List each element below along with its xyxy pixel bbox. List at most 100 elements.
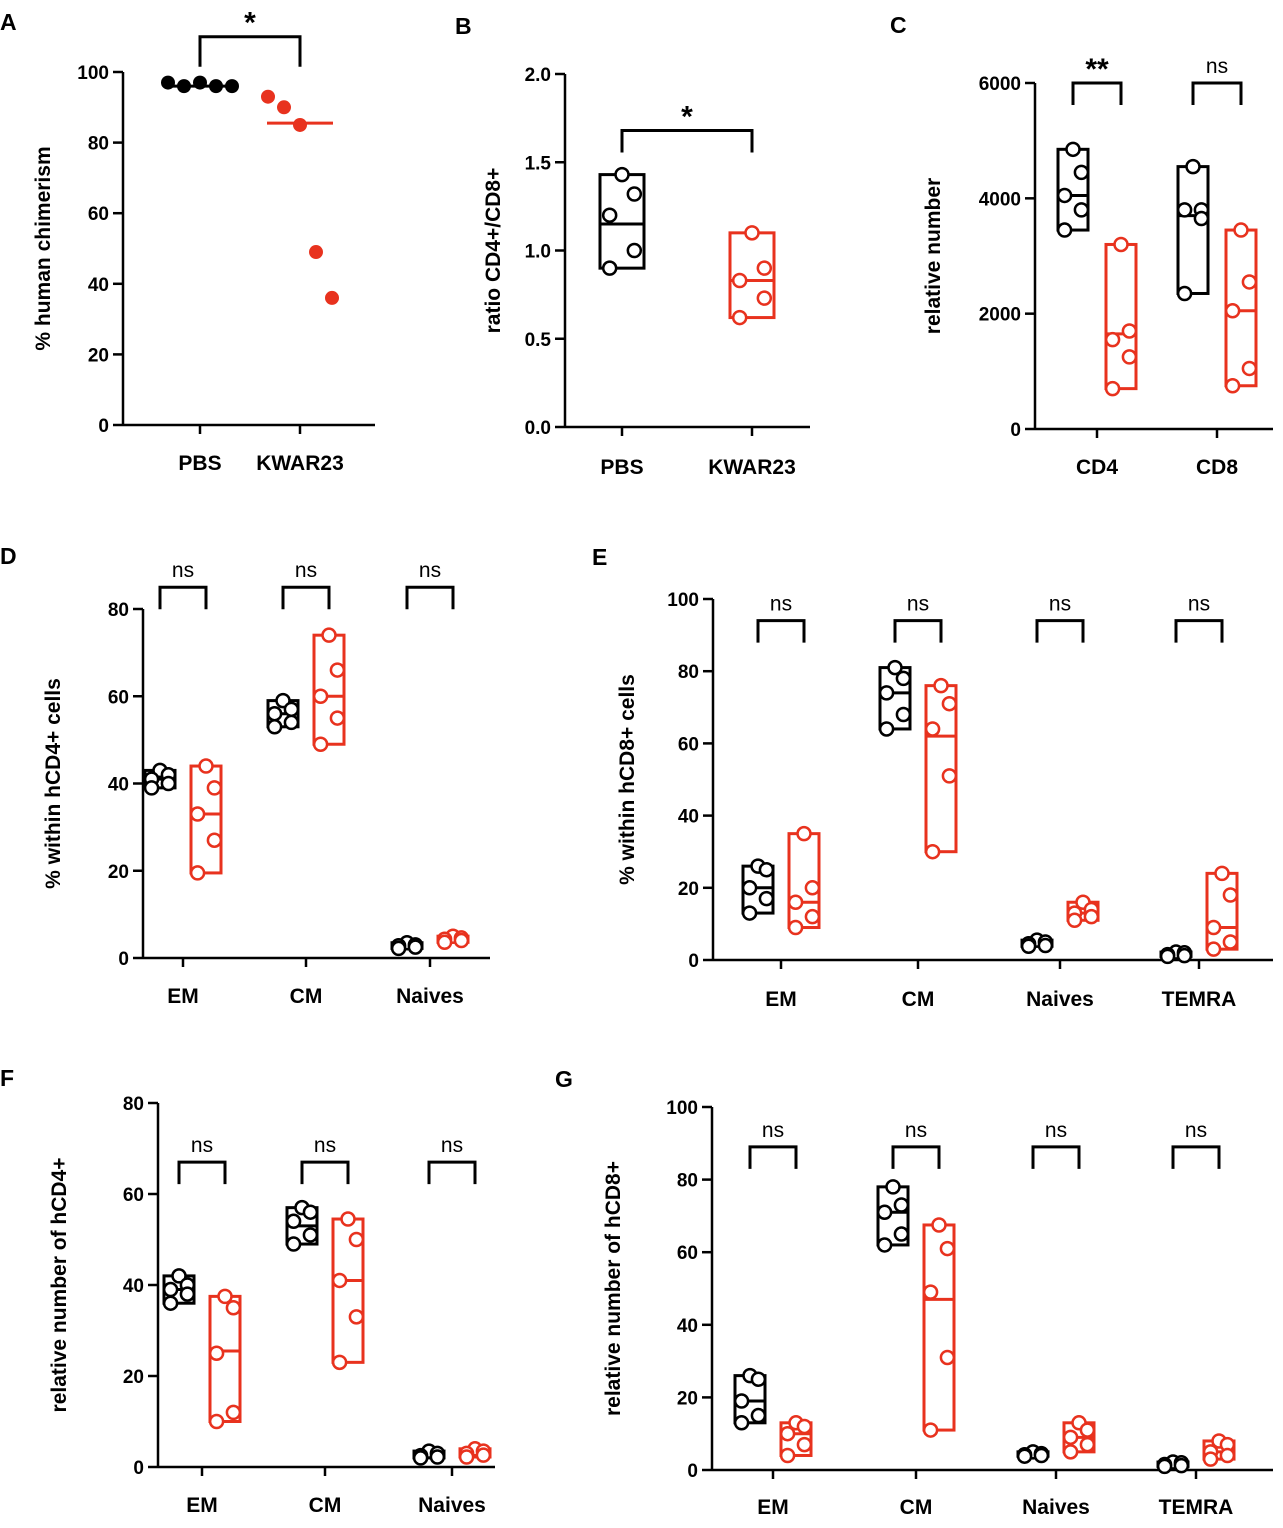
data-point	[475, 1447, 492, 1463]
significance-bracket	[748, 1145, 798, 1169]
data-point	[261, 89, 275, 104]
significance-label: ns	[770, 593, 792, 616]
data-point	[1205, 919, 1222, 936]
significance-bracket	[405, 585, 455, 610]
significance-label: ns	[191, 1134, 213, 1157]
data-point	[741, 905, 758, 921]
x-tick-label: EM	[186, 1494, 218, 1517]
data-point	[741, 880, 758, 896]
data-point	[348, 1309, 365, 1325]
significance-label: ns	[1188, 593, 1210, 616]
significance-label: **	[1085, 53, 1109, 86]
data-point	[302, 1227, 319, 1243]
significance-bracket	[281, 585, 331, 610]
x-tick-label: CM	[309, 1494, 342, 1517]
y-tick-label: 80	[677, 1171, 698, 1192]
y-tick-label: 0.0	[525, 418, 551, 439]
panel-e: E 0 20 40 60 80 100 EM CM Naives TEMRA % within hCD…	[592, 544, 1273, 1011]
data-point	[331, 1272, 348, 1289]
data-point	[162, 1281, 179, 1298]
panel-label: E	[592, 544, 607, 570]
x-tick-label: CM	[290, 985, 323, 1008]
data-point	[1062, 1429, 1079, 1446]
data-point	[407, 939, 424, 955]
x-tick-label: PBS	[178, 452, 221, 475]
data-point	[277, 100, 291, 115]
data-point	[293, 117, 307, 132]
x-tick-label: Naives	[418, 1494, 486, 1517]
data-point	[312, 736, 329, 752]
panel-g: G 0 20 40 60 80 100 EM CM Naives TEMRA relative num…	[555, 1066, 1273, 1519]
data-point	[329, 710, 346, 726]
data-point	[1241, 274, 1258, 290]
data-point	[1083, 908, 1100, 925]
data-point	[893, 1197, 910, 1213]
y-tick-label: 0	[688, 951, 699, 972]
data-point	[895, 706, 912, 723]
data-point	[733, 1415, 750, 1431]
data-point	[895, 670, 912, 687]
data-point	[626, 242, 643, 259]
data-point	[924, 843, 941, 860]
significance-label: ns	[905, 1119, 927, 1142]
y-axis-label: relative number of hCD8+	[602, 1161, 625, 1416]
significance-bracket	[158, 585, 208, 610]
data-point	[878, 685, 895, 701]
x-tick-label: CD4	[1076, 456, 1118, 479]
y-tick-label: 0	[1010, 420, 1021, 441]
x-tick-label: EM	[757, 1496, 789, 1519]
data-point	[1056, 187, 1073, 204]
y-tick-label: 2000	[979, 305, 1021, 326]
data-point	[225, 1404, 242, 1421]
y-tick-label: 20	[108, 862, 129, 883]
x-tick-label: TEMRA	[1159, 1496, 1234, 1519]
data-point	[1113, 236, 1129, 253]
y-axis-label: % human chimerism	[32, 146, 55, 350]
y-tick-label: 2.0	[525, 65, 551, 86]
data-point	[744, 225, 760, 241]
significance-bracket	[177, 1160, 227, 1185]
data-point	[453, 932, 470, 949]
data-point	[804, 908, 821, 925]
y-axis-label: % within hCD8+ cells	[616, 674, 639, 885]
data-point	[283, 701, 300, 718]
data-point	[885, 1179, 901, 1195]
data-point	[626, 186, 643, 202]
panel-c: C 0 2000 4000 6000 CD4 CD8 relative number ** ns	[890, 12, 1273, 479]
data-point	[1159, 948, 1176, 965]
y-tick-label: 6000	[979, 74, 1021, 95]
y-tick-label: 100	[77, 63, 109, 84]
significance-bracket	[756, 619, 806, 643]
data-point	[206, 780, 223, 796]
data-point	[208, 1413, 225, 1430]
data-point	[1121, 349, 1138, 365]
data-point	[1205, 941, 1222, 957]
data-point	[1224, 378, 1241, 394]
significance-bracket	[891, 1145, 941, 1169]
data-point	[266, 705, 283, 722]
panel-f: F 0 20 40 60 80 EM CM Naives relative number of h…	[0, 1065, 495, 1517]
data-point	[1079, 1422, 1096, 1438]
data-point	[1073, 202, 1090, 218]
panel-a: A 0 20 40 60 80 100 PBS KWAR23 % human chimerism *	[0, 7, 375, 475]
data-point	[225, 1300, 242, 1316]
y-axis-label: ratio CD4+/CD8+	[482, 168, 505, 334]
y-tick-label: 80	[678, 662, 699, 683]
significance-bracket	[1191, 81, 1243, 105]
y-tick-label: 0	[118, 949, 129, 970]
data-point	[348, 1231, 365, 1248]
data-point	[1062, 1444, 1079, 1460]
data-point	[1020, 938, 1037, 955]
significance-bracket	[1031, 1145, 1081, 1169]
data-point	[331, 1354, 348, 1371]
data-point	[436, 934, 453, 951]
y-tick-label: 20	[677, 1388, 698, 1409]
data-point	[731, 272, 748, 289]
data-point	[756, 260, 773, 276]
data-point	[1079, 1436, 1096, 1453]
x-tick-label: Naives	[1022, 1496, 1090, 1519]
panel-label: G	[555, 1066, 573, 1092]
significance-label: ns	[907, 593, 929, 616]
data-point	[1202, 1451, 1219, 1467]
